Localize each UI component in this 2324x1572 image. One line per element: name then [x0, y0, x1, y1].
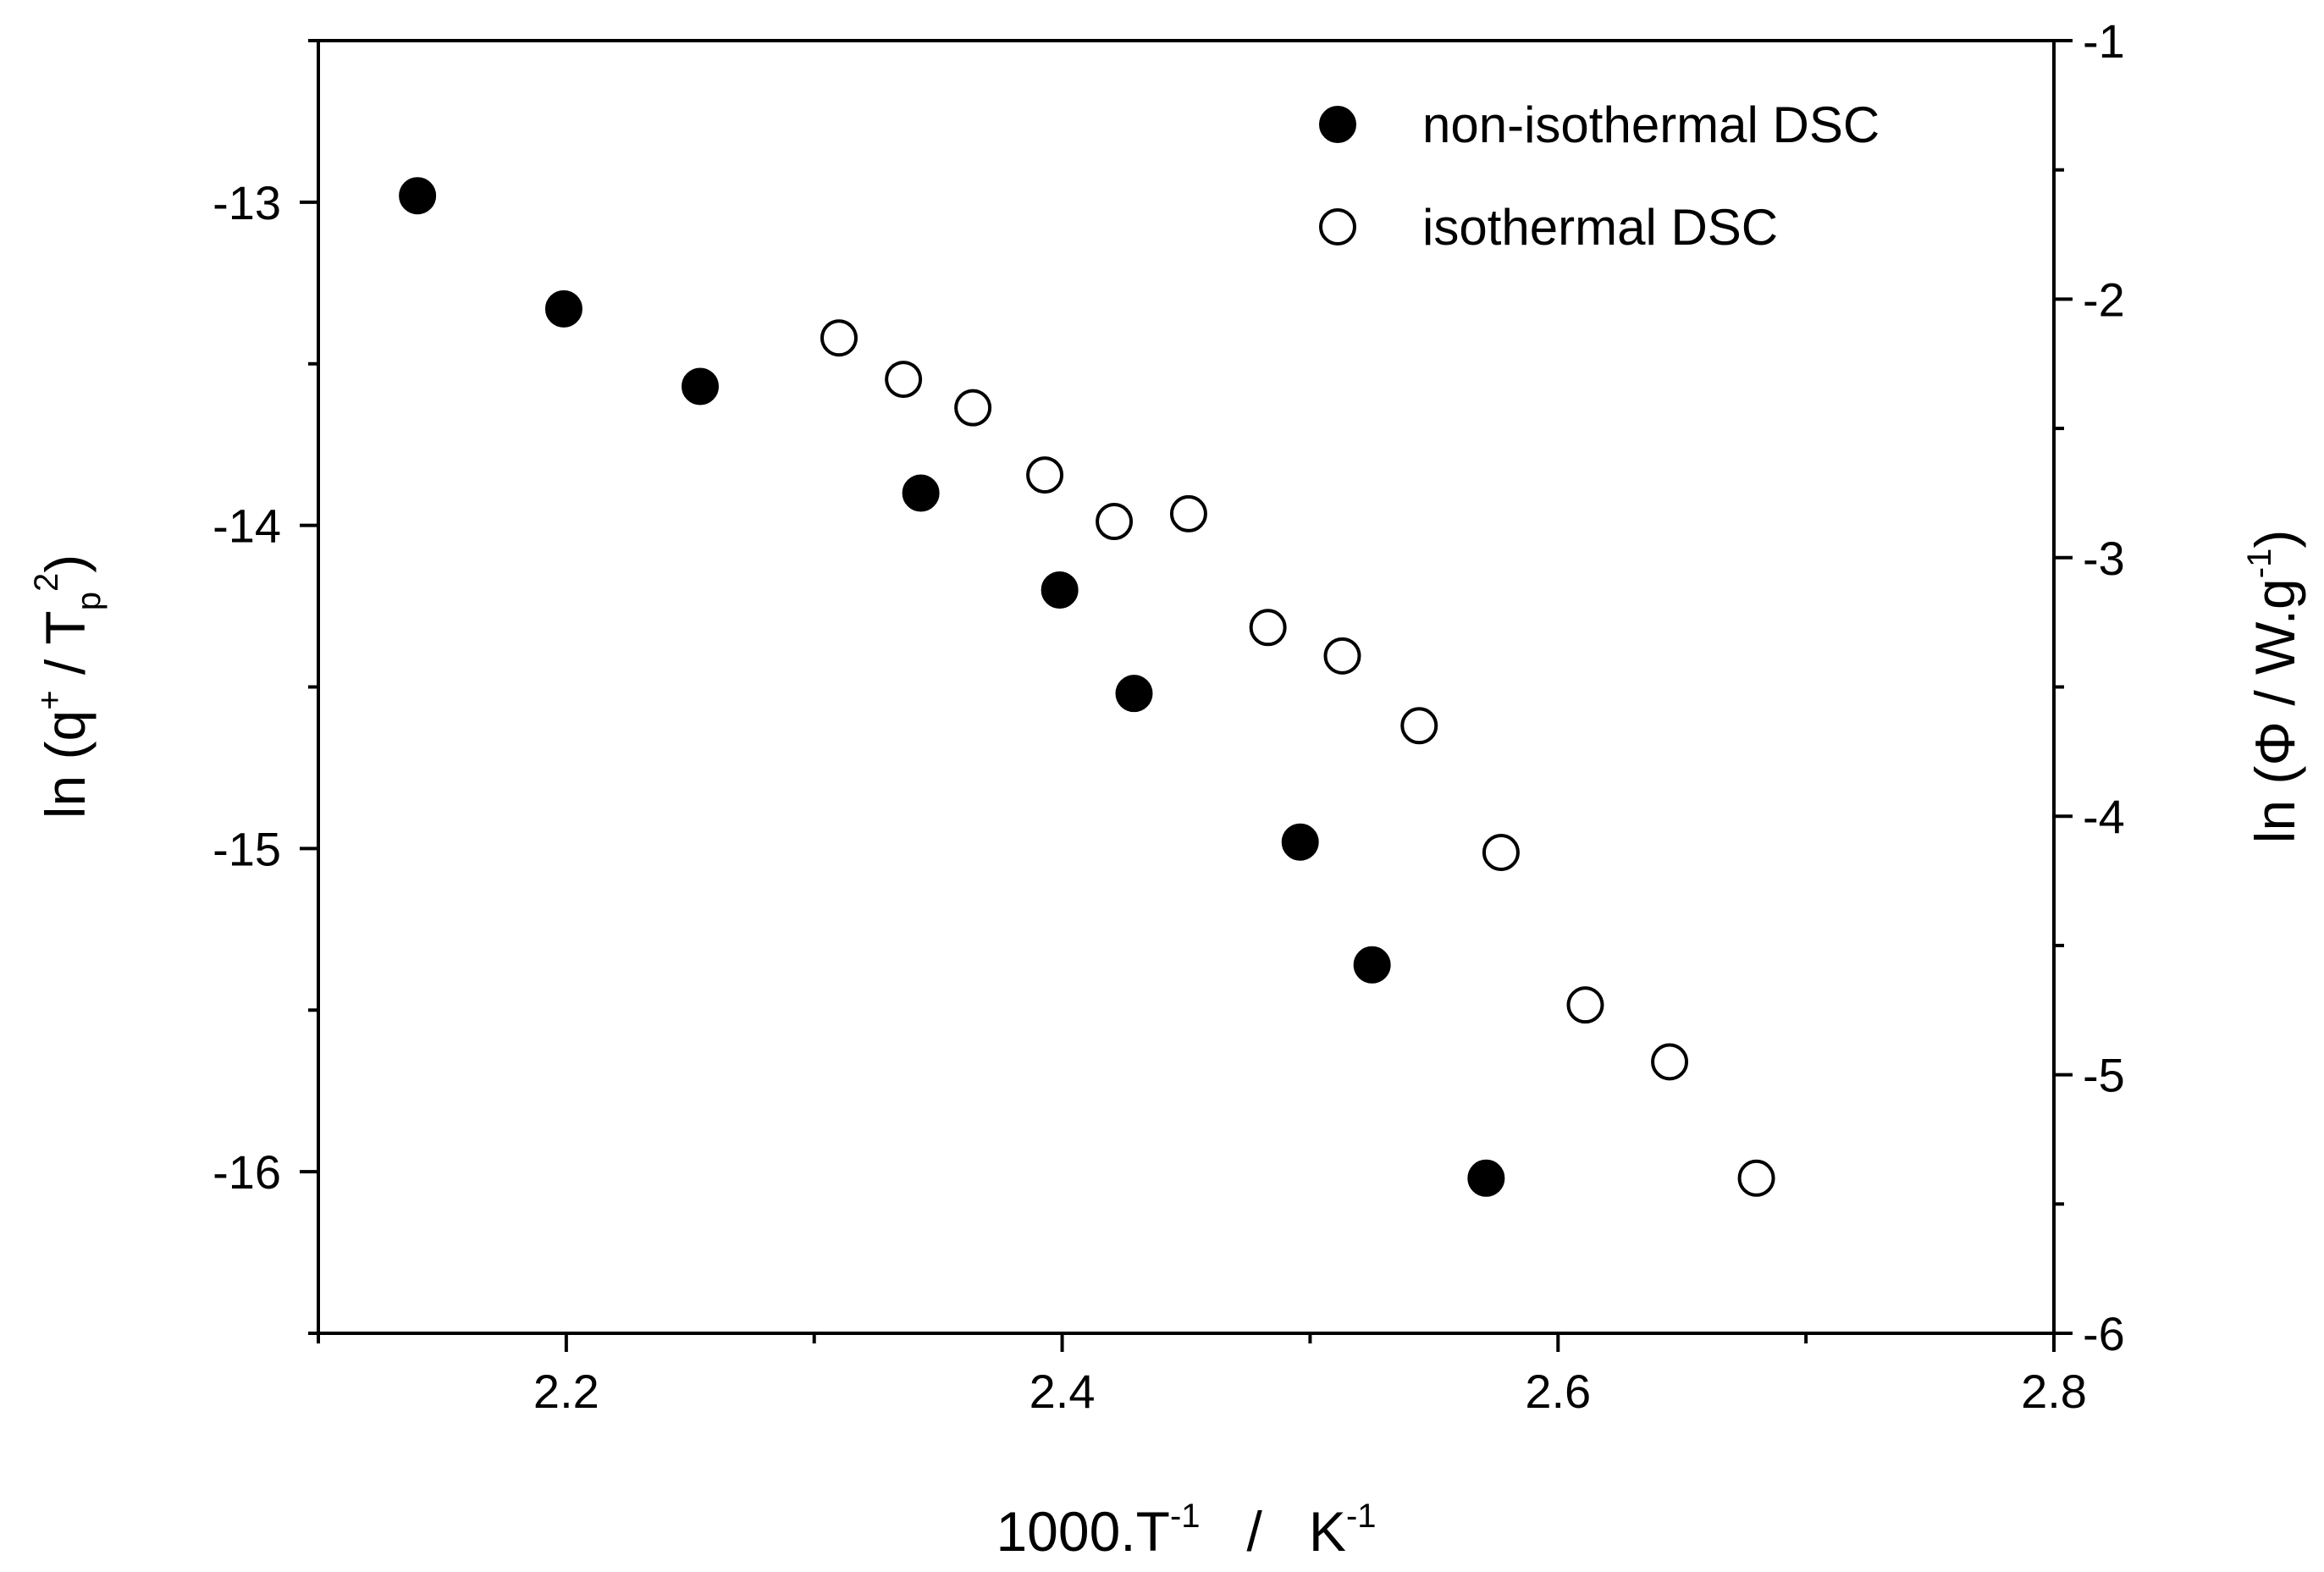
isothermal-point	[1249, 609, 1287, 647]
x-tick-label: 2.4	[1030, 1365, 1096, 1418]
x-tick-label: 2.6	[1525, 1365, 1591, 1418]
isothermal-point	[1323, 637, 1361, 675]
non-isothermal-point	[1041, 571, 1079, 609]
y-right-tick-label: -6	[2083, 1307, 2125, 1360]
y-left-tick-label: -15	[213, 822, 281, 875]
y-right-tick-label: -4	[2083, 790, 2125, 843]
y-right-tick-label: -2	[2083, 273, 2125, 326]
non-isothermal-point	[1115, 675, 1153, 713]
isothermal-point	[1737, 1159, 1775, 1197]
isothermal-point	[820, 319, 858, 357]
legend-label-non-isothermal: non-isothermal DSC	[1422, 97, 1880, 153]
y-axis-right-title: ln (Φ / W.g-1)	[2241, 530, 2306, 844]
x-tick-label: 2.2	[533, 1365, 599, 1418]
axis-tick-labels: 2.2 2.4 2.6 2.8 -13 -14 -15 -16 -1 -2 -3 -4 -5 -6	[213, 14, 2125, 1418]
isothermal-point	[1400, 707, 1438, 745]
isothermal-point	[1169, 494, 1207, 532]
y-right-tick-label: -1	[2083, 14, 2125, 68]
isothermal-point	[1026, 456, 1064, 494]
y-axis-left-title: ln (q+ / Tp2)	[28, 554, 108, 819]
x-tick-label: 2.8	[2021, 1365, 2087, 1418]
non-isothermal-point	[1467, 1159, 1505, 1197]
y-right-tick-label: -5	[2083, 1049, 2125, 1102]
legend-label-isothermal: isothermal DSC	[1422, 199, 1778, 256]
y-right-tick-label: -3	[2083, 532, 2125, 585]
non-isothermal-point	[902, 474, 940, 512]
non-isothermal-point	[1353, 946, 1391, 984]
y-left-tick-label: -13	[213, 176, 281, 229]
isothermal-point	[954, 389, 992, 427]
non-isothermal-point	[682, 367, 719, 405]
non-isothermal-point	[399, 177, 437, 215]
data-points	[399, 177, 1775, 1197]
isothermal-point	[1566, 986, 1604, 1024]
y-left-tick-label: -16	[213, 1145, 281, 1199]
plot-frame	[317, 39, 2056, 1335]
axis-ticks	[300, 39, 2073, 1352]
non-isothermal-point	[1281, 823, 1319, 861]
legend: non-isothermal DSC isothermal DSC	[1319, 97, 1880, 256]
non-isothermal-point	[544, 290, 582, 328]
legend-marker-non-isothermal	[1319, 106, 1356, 143]
isothermal-point	[1482, 833, 1520, 871]
isothermal-point	[1651, 1043, 1689, 1081]
y-left-tick-label: -14	[213, 499, 281, 553]
isothermal-point	[1096, 503, 1134, 541]
x-axis-title: 1000.T-1 / K-1	[996, 1498, 1376, 1563]
legend-marker-isothermal	[1319, 208, 1356, 245]
isothermal-point	[885, 361, 923, 399]
